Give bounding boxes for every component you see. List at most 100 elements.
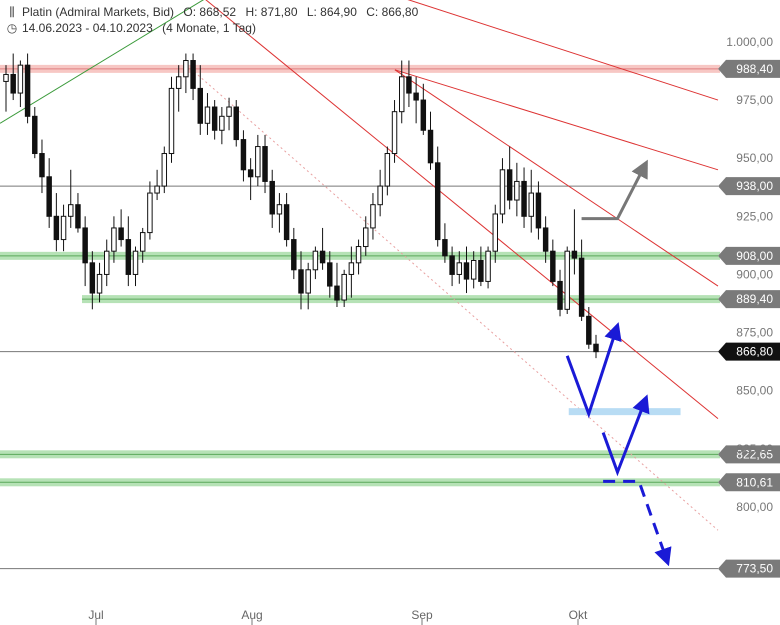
candle [593,334,599,359]
candle [463,246,470,294]
candle [104,239,110,287]
candle-up [528,192,534,217]
candle [420,83,427,135]
candle [111,216,117,263]
price-label-tag [718,473,780,492]
projection-arrow [601,394,650,477]
candle [557,269,563,317]
candle-down [269,180,275,215]
candle [204,93,211,135]
candle [391,100,398,163]
candle [413,76,419,124]
candle [399,60,405,124]
candle [312,246,319,280]
candle [434,146,441,247]
candle-down [190,60,196,89]
high-value: H: 871,80 [245,5,298,19]
candle [168,76,175,163]
y-tick-label: 925,00 [736,209,773,223]
candle-down [118,227,124,241]
price-label-tag [718,445,780,464]
price-label-tag [718,177,780,196]
candle-down [406,76,412,94]
candle-down [197,87,203,124]
date-range: 14.06.2023 - 04.10.2023 [22,21,153,35]
candle-down [32,115,38,155]
candle-up [139,232,146,252]
candle-down [39,153,45,178]
candle-up [168,87,175,155]
candle-down [593,343,599,353]
y-tick-label: 850,00 [736,384,773,398]
close-value: C: 866,80 [366,5,419,19]
candle [68,169,74,228]
candle-down [125,239,132,275]
candle-up [305,269,311,294]
period-label: (4 Monate, 1 Tag) [162,21,256,35]
candle [334,262,340,307]
candle [305,262,311,310]
chart-header-range: ◷ 14.06.2023 - 04.10.2023 (4 Monate, 1 Ta… [6,21,262,35]
y-tick-label: 975,00 [736,93,773,107]
x-tick-label: Aug [241,608,262,622]
candle-down [506,169,513,201]
projection-arrow [603,479,672,567]
x-tick-label: Okt [569,608,588,622]
candle [571,209,578,275]
candle [499,158,506,224]
candle-up [564,250,570,310]
candle-up [204,106,211,124]
candle-up [226,106,232,117]
y-tick-label: 825,00 [736,442,773,456]
candle [39,139,45,194]
candle [147,181,153,240]
candle [211,100,218,140]
candle [161,146,168,194]
candle [269,169,275,228]
candle [363,216,369,256]
trendline [394,69,719,287]
candle-up [363,227,369,248]
candle [46,158,52,228]
candle-up [219,115,225,131]
price-label-tag [718,59,780,78]
candle [427,111,434,170]
price-label-text: 822,65 [736,447,773,461]
candle-down [434,162,441,241]
candle [3,65,9,112]
candle [514,162,520,217]
candle-up [514,180,520,201]
candle-down [449,255,455,275]
candle-down [542,227,549,252]
candle [521,167,527,228]
candle-up [147,192,153,234]
candle-up [391,111,398,155]
candle [132,246,139,287]
candle-down [334,285,340,301]
x-tick-label: Jul [88,608,103,622]
candle-up [132,250,139,275]
price-label-text: 988,40 [736,62,773,76]
candle [327,251,333,298]
candle-down [420,99,427,131]
candle [10,53,16,101]
candle [535,181,542,240]
low-value: L: 864,90 [306,5,357,19]
candle [183,53,189,94]
candle [96,262,103,303]
x-tick-label: Sep [411,608,433,622]
price-label-text: 889,40 [736,292,773,306]
candle [578,239,585,321]
candle-down [46,176,52,217]
candle-up [183,60,189,78]
candle [442,223,448,263]
candle-up [3,73,9,82]
candle-up [312,250,319,271]
candle-down [550,250,556,282]
candle [564,246,570,314]
candle [175,65,182,112]
candle-down [298,269,304,294]
candle [53,193,60,252]
candle [190,53,196,101]
